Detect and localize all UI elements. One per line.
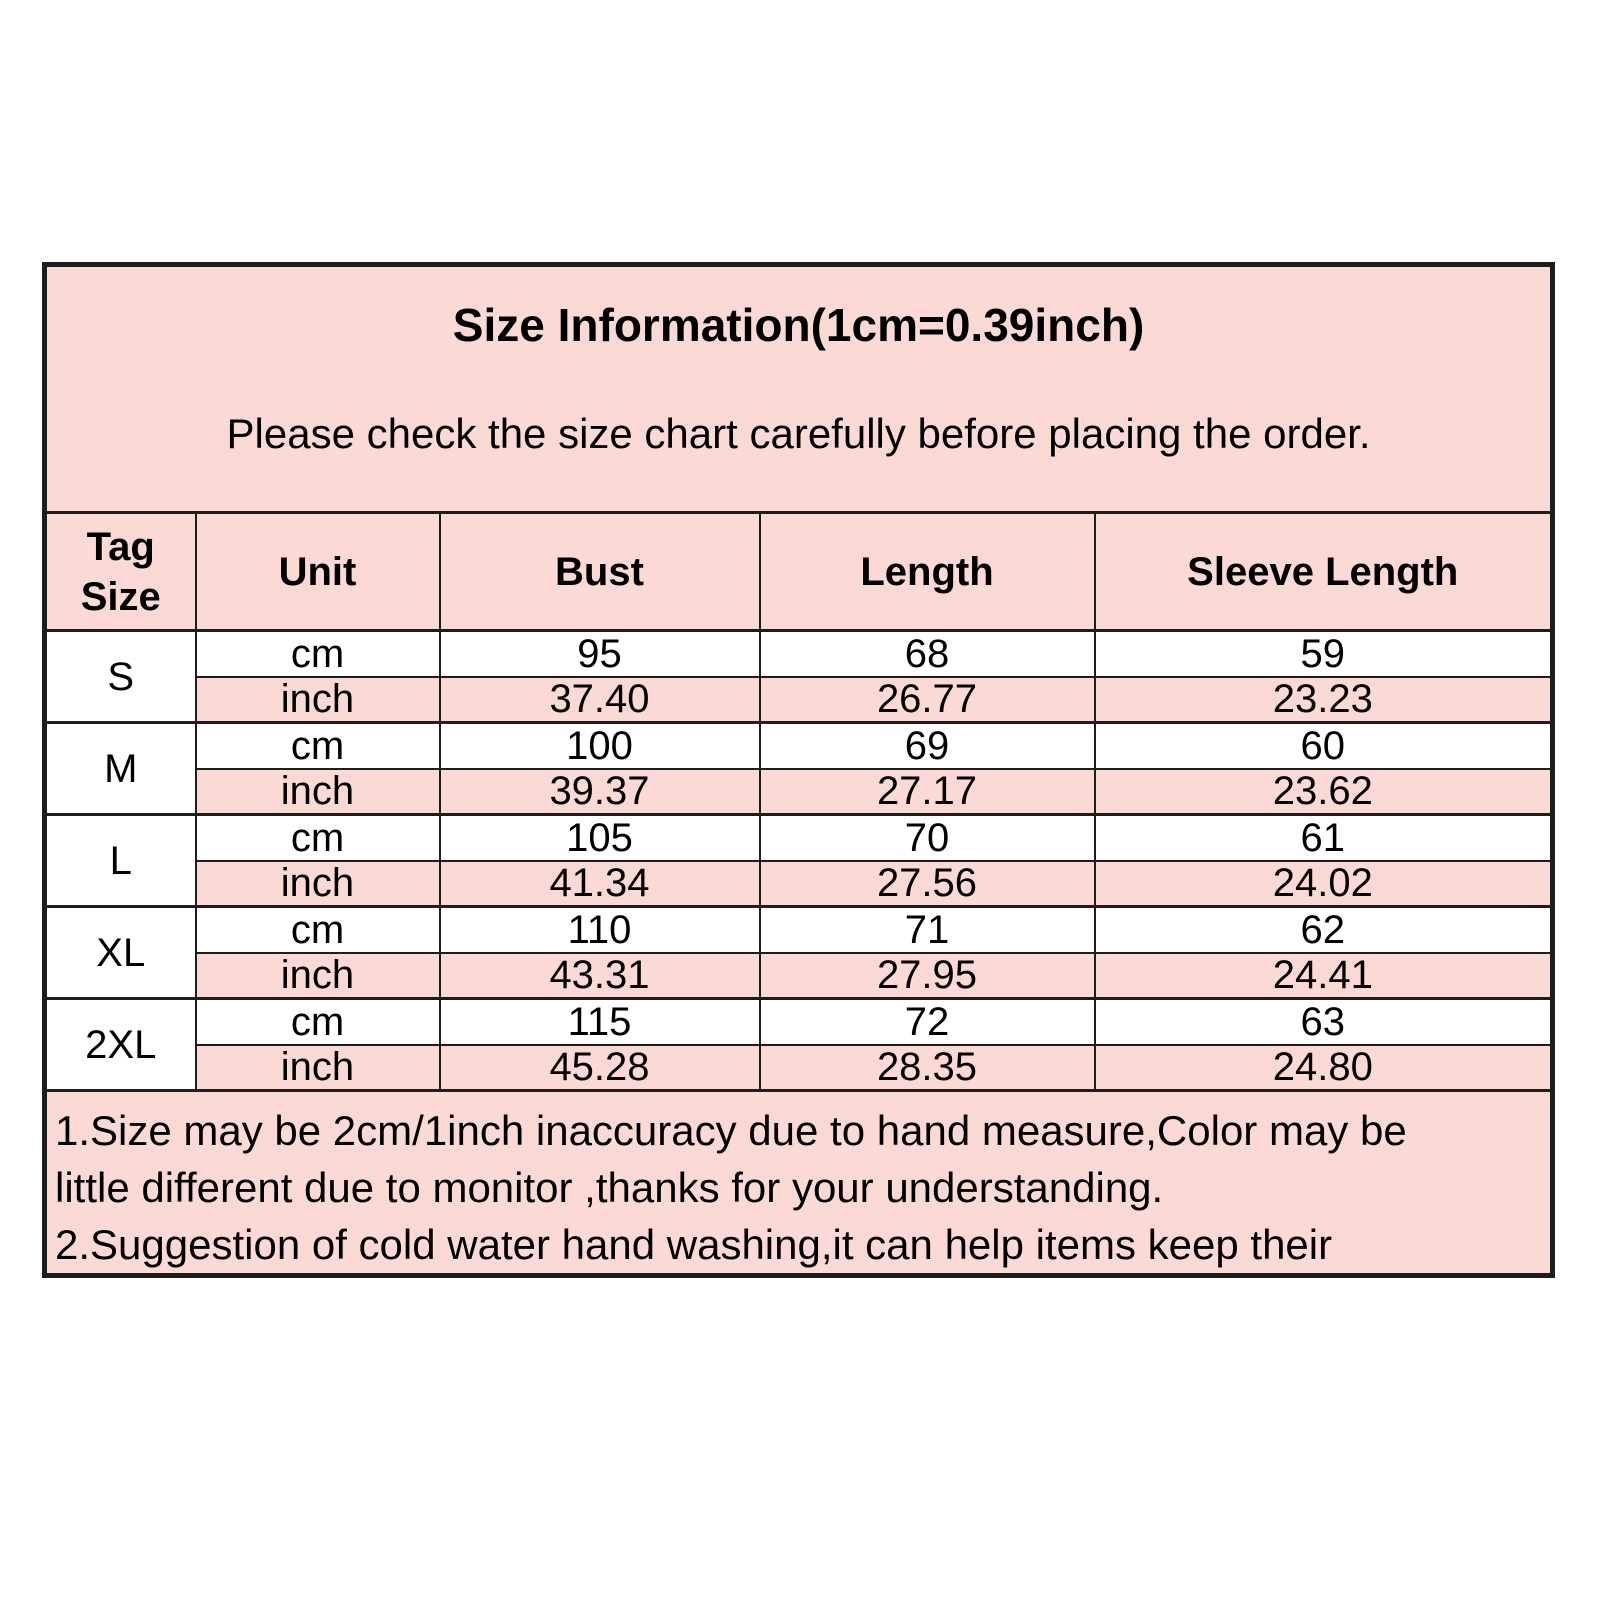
title-block-row: Size Information(1cm=0.39inch) Please ch… bbox=[43, 263, 1554, 514]
notes-block: 1.Size may be 2cm/1inch inaccuracy due t… bbox=[43, 1089, 1554, 1277]
title-block: Size Information(1cm=0.39inch) Please ch… bbox=[43, 263, 1554, 514]
value-cell-sleeve: 24.02 bbox=[1093, 859, 1554, 908]
value-cell-length: 70 bbox=[758, 813, 1096, 862]
value-cell-sleeve: 61 bbox=[1093, 813, 1554, 862]
unit-cell: inch bbox=[194, 859, 441, 908]
note-line-3: 2.Suggestion of cold water hand washing,… bbox=[55, 1221, 1333, 1268]
value-cell-bust: 105 bbox=[438, 813, 761, 862]
value-cell-bust: 41.34 bbox=[438, 859, 761, 908]
col-header-bust: Bust bbox=[438, 511, 761, 632]
value-cell-bust: 43.31 bbox=[438, 951, 761, 1000]
note-line-1: 1.Size may be 2cm/1inch inaccuracy due t… bbox=[55, 1107, 1407, 1154]
size-label-xl: XL bbox=[43, 905, 197, 1000]
table-row-2xl-inch: inch 45.28 28.35 24.80 bbox=[45, 1043, 1554, 1092]
value-cell-sleeve: 23.62 bbox=[1093, 767, 1554, 816]
value-cell-bust: 110 bbox=[438, 905, 761, 954]
size-label-l: L bbox=[43, 813, 197, 908]
value-cell-length: 26.77 bbox=[758, 675, 1096, 724]
table-row-xl-cm: XL cm 110 71 62 bbox=[43, 905, 1554, 1000]
value-cell-length: 72 bbox=[758, 997, 1096, 1046]
value-cell-length: 27.56 bbox=[758, 859, 1096, 908]
value-cell-bust: 115 bbox=[438, 997, 761, 1046]
value-cell-sleeve: 63 bbox=[1093, 997, 1554, 1046]
col-header-unit: Unit bbox=[194, 511, 441, 632]
col-header-tag-size: Tag Size bbox=[43, 511, 197, 632]
size-label-2xl: 2XL bbox=[43, 997, 197, 1092]
size-label-s: S bbox=[43, 629, 197, 724]
value-cell-length: 27.17 bbox=[758, 767, 1096, 816]
value-cell-bust: 45.28 bbox=[438, 1043, 761, 1092]
table-row-s-cm: S cm 95 68 59 bbox=[43, 629, 1554, 724]
unit-cell: cm bbox=[194, 721, 441, 770]
value-cell-sleeve: 24.41 bbox=[1093, 951, 1554, 1000]
size-chart-table: Size Information(1cm=0.39inch) Please ch… bbox=[42, 262, 1556, 1278]
page-subtitle: Please check the size chart carefully be… bbox=[226, 410, 1371, 457]
table-row-m-cm: M cm 100 69 60 bbox=[43, 721, 1554, 816]
value-cell-length: 27.95 bbox=[758, 951, 1096, 1000]
unit-cell: inch bbox=[194, 767, 441, 816]
unit-cell: inch bbox=[194, 1043, 441, 1092]
value-cell-sleeve: 23.23 bbox=[1093, 675, 1554, 724]
value-cell-length: 28.35 bbox=[758, 1043, 1096, 1092]
table-row-s-inch: inch 37.40 26.77 23.23 bbox=[45, 675, 1554, 724]
table-row-xl-inch: inch 43.31 27.95 24.41 bbox=[45, 951, 1554, 1000]
value-cell-bust: 95 bbox=[438, 629, 761, 678]
page-title: Size Information(1cm=0.39inch) bbox=[452, 299, 1145, 351]
column-header-row: Tag Size Unit Bust Length Sleeve Length bbox=[43, 511, 1554, 632]
unit-cell: inch bbox=[194, 951, 441, 1000]
unit-cell: inch bbox=[194, 675, 441, 724]
table-row-2xl-cm: 2XL cm 115 72 63 bbox=[43, 997, 1554, 1092]
value-cell-length: 69 bbox=[758, 721, 1096, 770]
table-row-l-inch: inch 41.34 27.56 24.02 bbox=[45, 859, 1554, 908]
value-cell-sleeve: 60 bbox=[1093, 721, 1554, 770]
unit-cell: cm bbox=[194, 905, 441, 954]
unit-cell: cm bbox=[194, 629, 441, 678]
value-cell-sleeve: 62 bbox=[1093, 905, 1554, 954]
note-line-2: little different due to monitor ,thanks … bbox=[55, 1164, 1164, 1211]
table-row-m-inch: inch 39.37 27.17 23.62 bbox=[45, 767, 1554, 816]
value-cell-bust: 100 bbox=[438, 721, 761, 770]
table-row-l-cm: L cm 105 70 61 bbox=[43, 813, 1554, 908]
notes-row: 1.Size may be 2cm/1inch inaccuracy due t… bbox=[43, 1089, 1554, 1277]
value-cell-length: 71 bbox=[758, 905, 1096, 954]
value-cell-bust: 39.37 bbox=[438, 767, 761, 816]
unit-cell: cm bbox=[194, 997, 441, 1046]
unit-cell: cm bbox=[194, 813, 441, 862]
value-cell-length: 68 bbox=[758, 629, 1096, 678]
col-header-length: Length bbox=[758, 511, 1096, 632]
col-header-sleeve-length: Sleeve Length bbox=[1093, 511, 1554, 632]
value-cell-sleeve: 24.80 bbox=[1093, 1043, 1554, 1092]
value-cell-sleeve: 59 bbox=[1093, 629, 1554, 678]
value-cell-bust: 37.40 bbox=[438, 675, 761, 724]
size-label-m: M bbox=[43, 721, 197, 816]
